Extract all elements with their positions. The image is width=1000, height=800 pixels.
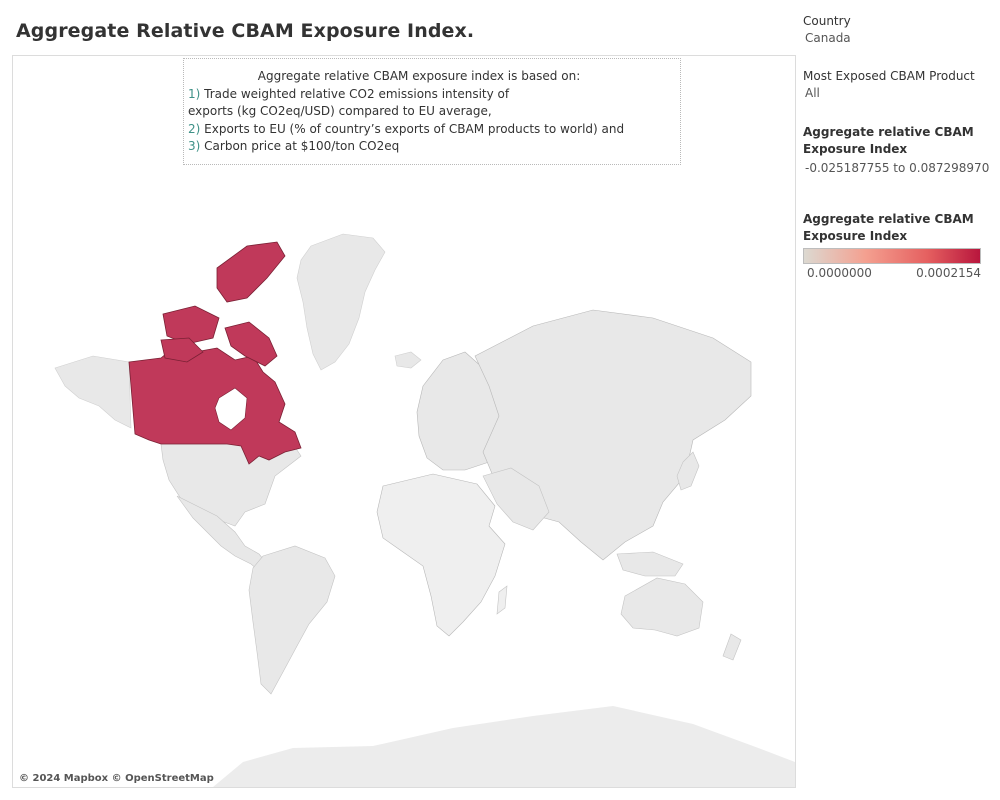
canada-arctic-islands[interactable] [162, 305, 220, 345]
continent-antarctica[interactable] [213, 706, 795, 787]
country-iceland[interactable] [394, 351, 422, 369]
page-title: Aggregate Relative CBAM Exposure Index. [16, 20, 475, 42]
legend-gradient-bar [803, 248, 981, 264]
canada-victoria-island[interactable] [160, 337, 204, 363]
country-greenland[interactable] [296, 233, 386, 371]
annotation-heading: Aggregate relative CBAM exposure index i… [257, 69, 581, 83]
filter-country-value[interactable]: Canada [805, 31, 851, 45]
map-canvas[interactable] [13, 56, 795, 787]
hudson-bay [214, 387, 248, 431]
filter-country-label: Country [803, 14, 851, 28]
annotation-item: 3) Carbon price at $100/ton CO2eq [188, 138, 680, 156]
country-canada[interactable] [128, 241, 302, 465]
annotation-item-text: Trade weighted relative CO2 emissions in… [204, 86, 510, 101]
world-map[interactable]: Aggregate relative CBAM exposure index i… [12, 55, 796, 788]
legend-min-label: 0.0000000 [807, 266, 872, 280]
map-attribution[interactable]: © 2024 Mapbox © OpenStreetMap [19, 773, 214, 784]
filter-product-value[interactable]: All [805, 86, 820, 100]
country-new-zealand[interactable] [722, 633, 742, 661]
filter-index-range-label: Aggregate relative CBAM Exposure Index [803, 125, 974, 156]
region-southeast-asia[interactable] [616, 551, 684, 577]
annotation-item-text: Carbon price at $100/ton CO2eq [204, 139, 400, 153]
filter-product-label: Most Exposed CBAM Product [803, 69, 975, 83]
legend-title: Aggregate relative CBAM Exposure Index [803, 212, 974, 243]
country-australia[interactable] [620, 577, 704, 637]
continent-south-america[interactable] [248, 545, 336, 695]
country-usa-alaska[interactable] [54, 355, 132, 429]
filter-index-range-value[interactable]: -0.025187755 to 0.087298970 [805, 161, 990, 175]
color-legend: Aggregate relative CBAM Exposure Index 0… [803, 211, 993, 282]
annotation-box: Aggregate relative CBAM exposure index i… [183, 58, 681, 165]
canada-baffin-island[interactable] [224, 321, 278, 367]
canada-mainland[interactable] [128, 347, 302, 465]
annotation-item-number: 1) [188, 86, 201, 101]
country-madagascar[interactable] [496, 585, 508, 615]
filter-country[interactable]: Country Canada [803, 14, 993, 45]
annotation-item: 1) Trade weighted relative CO2 emissions… [188, 86, 680, 104]
annotation-item: 2) Exports to EU (% of country’s exports… [188, 121, 680, 139]
canada-ellesmere-island[interactable] [216, 241, 286, 303]
annotation-item-number: 3) [188, 139, 201, 153]
country-usa[interactable] [160, 443, 302, 527]
continent-africa[interactable] [376, 473, 506, 637]
region-middle-east[interactable] [482, 467, 550, 531]
annotation-item-text: Exports to EU (% of country’s exports of… [204, 121, 625, 136]
annotation-item-number: 2) [188, 121, 201, 136]
filter-product[interactable]: Most Exposed CBAM Product All [803, 69, 993, 100]
continent-asia[interactable] [474, 309, 752, 561]
filter-panel: Country Canada Most Exposed CBAM Product… [803, 14, 993, 282]
country-japan[interactable] [676, 451, 700, 491]
legend-labels: 0.0000000 0.0002154 [803, 266, 981, 282]
filter-index-range[interactable]: Aggregate relative CBAM Exposure Index -… [803, 124, 993, 175]
annotation-item: exports (kg CO2eq/USD) compared to EU av… [188, 103, 680, 121]
annotation-item-text: exports (kg CO2eq/USD) compared to EU av… [188, 104, 492, 118]
legend-max-label: 0.0002154 [916, 266, 981, 280]
